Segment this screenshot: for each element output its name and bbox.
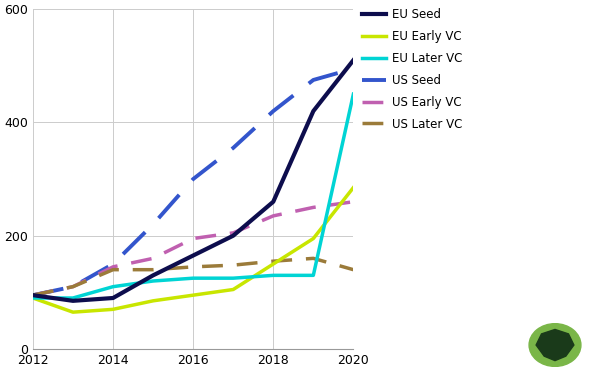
US Early VC: [149, 256, 157, 260]
US Seed: [29, 293, 37, 298]
Polygon shape: [536, 329, 574, 361]
EU Seed: [149, 273, 157, 278]
US Early VC: [109, 265, 116, 269]
US Early VC: [190, 236, 197, 241]
US Seed: [149, 222, 157, 227]
EU Seed: [29, 293, 37, 298]
EU Early VC: [230, 287, 237, 292]
Circle shape: [529, 324, 581, 367]
EU Later VC: [310, 273, 317, 278]
EU Early VC: [70, 310, 77, 314]
Legend: EU Seed, EU Early VC, EU Later VC, US Seed, US Early VC, US Later VC: EU Seed, EU Early VC, EU Later VC, US Se…: [362, 8, 463, 131]
US Later VC: [149, 267, 157, 272]
Line: US Seed: US Seed: [33, 69, 353, 295]
EU Early VC: [109, 307, 116, 312]
US Seed: [190, 177, 197, 181]
US Early VC: [269, 214, 277, 218]
EU Early VC: [190, 293, 197, 298]
EU Later VC: [29, 296, 37, 300]
Line: EU Later VC: EU Later VC: [33, 94, 353, 298]
EU Seed: [310, 109, 317, 113]
EU Later VC: [269, 273, 277, 278]
US Later VC: [350, 267, 357, 272]
US Later VC: [269, 259, 277, 263]
EU Later VC: [149, 279, 157, 283]
EU Early VC: [149, 299, 157, 303]
EU Seed: [109, 296, 116, 300]
US Later VC: [190, 265, 197, 269]
Line: EU Seed: EU Seed: [33, 60, 353, 301]
EU Early VC: [269, 262, 277, 266]
US Seed: [350, 66, 357, 71]
Line: EU Early VC: EU Early VC: [33, 188, 353, 312]
US Later VC: [29, 293, 37, 298]
EU Seed: [269, 200, 277, 204]
EU Later VC: [350, 92, 357, 96]
EU Later VC: [230, 276, 237, 280]
US Seed: [269, 109, 277, 113]
US Later VC: [70, 285, 77, 289]
Line: US Later VC: US Later VC: [33, 258, 353, 295]
EU Seed: [230, 233, 237, 238]
EU Early VC: [350, 186, 357, 190]
EU Early VC: [29, 296, 37, 300]
US Early VC: [310, 205, 317, 210]
US Seed: [310, 78, 317, 82]
EU Later VC: [190, 276, 197, 280]
US Early VC: [70, 285, 77, 289]
Line: US Early VC: US Early VC: [33, 202, 353, 295]
EU Later VC: [109, 285, 116, 289]
US Early VC: [350, 200, 357, 204]
US Seed: [230, 146, 237, 150]
US Later VC: [310, 256, 317, 260]
US Early VC: [29, 293, 37, 298]
EU Later VC: [70, 296, 77, 300]
EU Seed: [350, 58, 357, 62]
EU Early VC: [310, 236, 317, 241]
US Seed: [109, 262, 116, 266]
US Seed: [70, 285, 77, 289]
US Later VC: [109, 267, 116, 272]
US Early VC: [230, 231, 237, 235]
US Later VC: [230, 263, 237, 267]
EU Seed: [70, 299, 77, 303]
EU Seed: [190, 253, 197, 258]
